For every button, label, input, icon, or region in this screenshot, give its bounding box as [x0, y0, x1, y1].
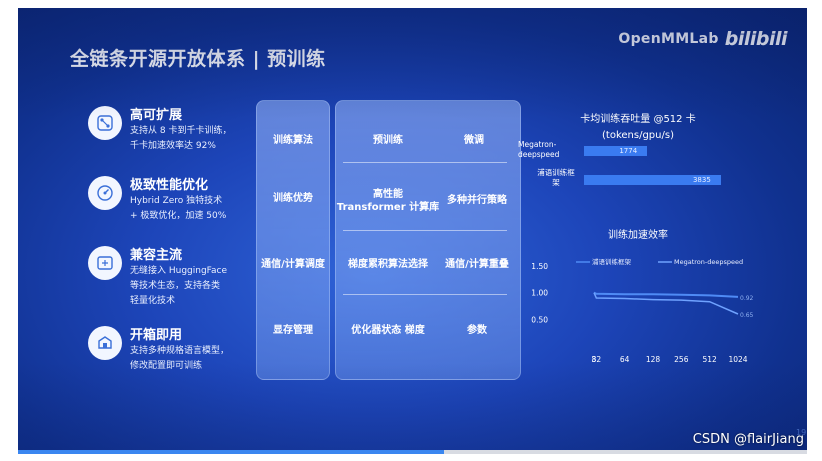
table-cell: 高性能 Transformer 计算库 — [336, 189, 440, 213]
row-label: 显存管理 — [273, 325, 313, 336]
bar-value-label: 3835 — [692, 176, 711, 184]
row-label-panel — [256, 100, 330, 380]
legend-label: 浦语训练框架 — [592, 257, 632, 266]
brand-logo: OpenMMLab bilibili — [618, 28, 787, 50]
feature-desc-line: 轻量化技术 — [130, 296, 176, 306]
csdn-watermark: CSDN @flairJiang — [692, 432, 804, 447]
y-tick-label: 1.50 — [531, 262, 548, 271]
feature-desc-line: 修改配置即可训练 — [130, 361, 203, 371]
table-cell: 参数 — [467, 325, 487, 336]
bar-category-label: Megatron- deepspeed — [518, 140, 560, 159]
speedometer-icon — [88, 176, 122, 210]
series-line — [593, 292, 739, 315]
table-cell: 多种并行策略 — [447, 195, 507, 206]
series-line — [593, 291, 739, 298]
playback-progress-fill — [18, 450, 445, 454]
feature-desc-line: 支持从 8 卡到千卡训练， — [130, 126, 232, 136]
feature-desc-line: Hybrid Zero 独特技术 — [130, 196, 223, 206]
feature-desc: 支持多种规格语言模型， 修改配置即可训练 — [130, 344, 290, 374]
line-chart-title: 训练加速效率 — [608, 230, 668, 241]
feature-desc: Hybrid Zero 独特技术 + 极致优化，加速 50% — [130, 194, 290, 224]
feature-desc-line: 等技术生态，支持各类 — [130, 281, 221, 291]
feature-desc: 支持从 8 卡到千卡训练， 千卡加速效率达 92% — [130, 124, 290, 154]
feature-desc-line: 无缝接入 HuggingFace — [130, 266, 228, 276]
series-end-label: 0.92 — [740, 295, 754, 302]
table-cell: 通信/计算重叠 — [445, 259, 509, 270]
bilibili-logo: bilibili — [724, 28, 788, 50]
x-tick-label: 64 — [620, 355, 630, 364]
feature-desc-line: 支持多种规格语言模型， — [130, 346, 230, 356]
presentation-slide: 全链条开源开放体系 | 预训练 OpenMMLab bilibili 高可扩展 … — [18, 8, 807, 450]
playback-progress-bar[interactable] — [18, 450, 807, 454]
feature-desc-line: + 极致优化，加速 50% — [130, 211, 227, 221]
row-label: 通信/计算调度 — [261, 259, 325, 270]
box-icon — [88, 326, 122, 360]
feature-heading: 极致性能优化 — [130, 178, 209, 193]
bar-mark — [584, 146, 648, 156]
x-tick-label: 128 — [646, 355, 661, 364]
table-cell: 优化器状态 梯度 — [351, 325, 425, 336]
x-tick-label: 512 — [703, 355, 718, 364]
network-icon — [88, 106, 122, 140]
page-number: 19 — [796, 428, 807, 437]
feature-heading: 兼容主流 — [130, 248, 183, 263]
content-panel — [335, 100, 521, 380]
legend-label: Megatron-deepspeed — [674, 258, 743, 266]
x-tick-label: 256 — [674, 355, 689, 364]
feature-desc-line: 千卡加速效率达 92% — [130, 141, 216, 151]
feature-heading: 开箱即用 — [130, 328, 183, 343]
row-label: 训练算法 — [273, 135, 313, 146]
feature-desc: 无缝接入 HuggingFace 等技术生态，支持各类 轻量化技术 — [130, 264, 290, 309]
series-end-label: 0.65 — [740, 312, 754, 319]
slide-title: 全链条开源开放体系 | 预训练 — [70, 48, 326, 70]
table-cell: 梯度累积算法选择 — [348, 259, 428, 270]
y-tick-label: 1.00 — [531, 289, 548, 298]
bar-category-label: 浦语训练框 架 — [537, 168, 575, 187]
table-cell: 微调 — [464, 135, 484, 146]
table-cell: 预训练 — [373, 135, 403, 146]
x-tick-label: 32 — [592, 355, 602, 364]
x-tick-label: 1024 — [728, 355, 747, 364]
bar-mark — [584, 175, 721, 185]
openmmlab-logo: OpenMMLab — [618, 31, 719, 47]
x-tick-label: 8 — [592, 355, 597, 364]
row-label: 训练优势 — [273, 193, 313, 204]
bar-chart-title: 卡均训练吞吐量 @512 卡 (tokens/gpu/s) — [580, 114, 696, 141]
line-chart: 1.50 1.00 0.50 832 64 128 256 512 1024 浦语训练框架 Mega… — [531, 257, 753, 364]
table-divider — [343, 162, 507, 163]
puzzle-icon — [88, 246, 122, 280]
table-divider — [343, 230, 507, 231]
feature-heading: 高可扩展 — [130, 108, 183, 123]
table-divider — [343, 294, 507, 295]
bar-value-label: 1774 — [619, 147, 638, 155]
y-tick-label: 0.50 — [531, 315, 548, 324]
